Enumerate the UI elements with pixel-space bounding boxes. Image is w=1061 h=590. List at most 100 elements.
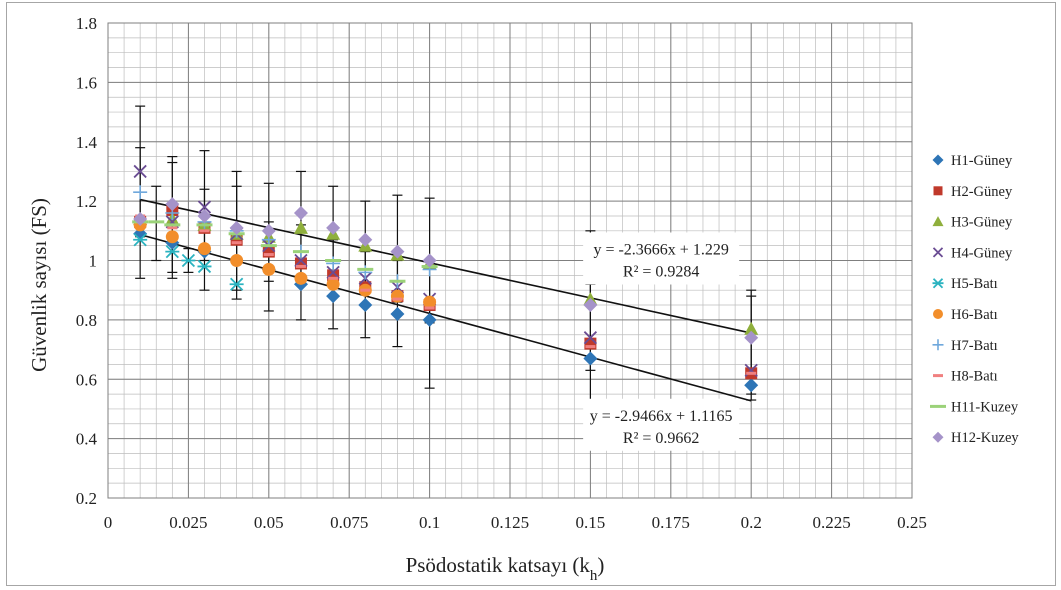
x-tick-label: 0.2: [741, 513, 762, 532]
legend-label: H8-Batı: [951, 369, 998, 385]
data-point: [390, 244, 405, 259]
x-tick-label: 0.225: [812, 513, 850, 532]
x-tick-label: 0: [104, 513, 113, 532]
x-tick-label: 0.075: [330, 513, 368, 532]
grid: [107, 22, 913, 499]
data-point: [583, 298, 598, 313]
legend-marker: [932, 154, 944, 166]
equation-box: [583, 232, 740, 285]
data-point: [744, 321, 759, 335]
data-point: [583, 351, 598, 366]
data-point: [326, 277, 340, 291]
data-point: [133, 233, 148, 247]
trendline-equations: y = -2.3666x + 1.229 R² = 0.9284 y = -2.94…: [583, 232, 740, 451]
data-point: [390, 306, 405, 321]
data-point: [326, 220, 341, 235]
data-markers: [132, 164, 759, 393]
data-point: [197, 259, 212, 274]
x-axis-title: Psödostatik katsayı (kh): [406, 553, 605, 584]
legend-item: H11-Kuzey: [930, 399, 1019, 415]
equation-text: y = -2.3666x + 1.229: [593, 242, 728, 259]
data-point: [133, 185, 148, 200]
legend-marker: [932, 247, 944, 258]
y-tick-label: 0.2: [76, 489, 97, 508]
axes: 0 0.025 0.05 0.075 0.1 0.125 0.15 0.175 0.2 0.225…: [76, 14, 927, 532]
legend-label: H7-Batı: [951, 338, 998, 354]
data-point: [197, 208, 212, 223]
data-point: [294, 271, 308, 285]
legend-label: H4-Güney: [951, 245, 1013, 261]
x-axis-title-main: Psödostatik katsayı (k: [406, 553, 591, 577]
legend-item: H2-Güney: [933, 184, 1013, 200]
r-squared-text: R² = 0.9662: [623, 430, 700, 447]
legend-item: H4-Güney: [932, 245, 1013, 261]
data-point: [262, 262, 276, 276]
data-point: [133, 211, 148, 226]
x-tick-label: 0.15: [576, 513, 606, 532]
legend-label: H12-Kuzey: [951, 430, 1019, 446]
data-point: [181, 253, 196, 268]
legend-item: H8-Batı: [933, 369, 998, 385]
legend-label: H5-Batı: [951, 276, 998, 292]
legend-marker: [932, 278, 944, 289]
data-point: [229, 277, 244, 291]
legend-label: H11-Kuzey: [951, 399, 1019, 415]
data-point: [261, 223, 276, 238]
data-point: [197, 242, 211, 256]
y-tick-label: 1.4: [76, 133, 98, 152]
equation-box: [583, 398, 740, 451]
series-H5-Batı: [133, 233, 244, 291]
x-axis-title-sub: h: [590, 568, 598, 584]
legend-item: H12-Kuzey: [932, 430, 1019, 446]
legend-label: H1-Güney: [951, 153, 1013, 169]
legend: H1-Güney H2-Güney H3-Güney H4-Güney H5-Batı H…: [930, 153, 1019, 446]
data-point: [358, 298, 373, 313]
legend-marker: [933, 186, 943, 196]
x-tick-label: 0.025: [169, 513, 207, 532]
series-H12-Kuzey: [133, 197, 759, 345]
x-tick-label: 0.25: [897, 513, 927, 532]
legend-item: H5-Batı: [932, 276, 998, 292]
data-point: [165, 244, 180, 259]
legend-label: H2-Güney: [951, 184, 1013, 200]
data-point: [358, 232, 373, 247]
x-tick-label: 0.05: [254, 513, 284, 532]
data-point: [133, 164, 147, 179]
legend-marker: [932, 431, 944, 443]
y-axis-title: Güvenlik sayısı (FS): [27, 198, 51, 372]
legend-marker: [932, 339, 944, 351]
data-point: [197, 200, 212, 214]
legend-item: H7-Batı: [932, 338, 998, 354]
data-point: [390, 289, 404, 303]
r-squared-text: R² = 0.9284: [623, 264, 700, 281]
data-point: [423, 295, 437, 309]
chart-frame: [6, 2, 1056, 586]
data-point: [293, 220, 308, 234]
x-tick-label: 0.1: [419, 513, 440, 532]
legend-label: H3-Güney: [951, 215, 1013, 231]
y-tick-label: 0.4: [76, 430, 98, 449]
data-point: [229, 220, 244, 235]
legend-item: H1-Güney: [932, 153, 1013, 169]
x-tick-label: 0.175: [652, 513, 690, 532]
y-tick-label: 1.6: [76, 73, 97, 92]
data-point: [422, 312, 437, 327]
legend-marker: [932, 216, 944, 227]
y-tick-label: 0.6: [76, 370, 97, 389]
plot-area-border: [107, 22, 913, 499]
data-point: [165, 197, 180, 212]
data-point: [294, 253, 308, 268]
data-point: [230, 254, 244, 267]
legend-label: H6-Batı: [951, 307, 998, 323]
trendline: [139, 198, 752, 334]
equation-text: y = -2.9466x + 1.1165: [590, 408, 733, 425]
data-point: [422, 253, 437, 268]
data-point: [326, 256, 341, 271]
data-point: [326, 289, 341, 304]
y-tick-label: 1.8: [76, 14, 97, 33]
series-H8-Batı: [135, 214, 757, 375]
y-tick-label: 0.8: [76, 311, 97, 330]
series-H11-Kuzey: [132, 220, 438, 283]
y-tick-label: 1: [89, 252, 98, 271]
